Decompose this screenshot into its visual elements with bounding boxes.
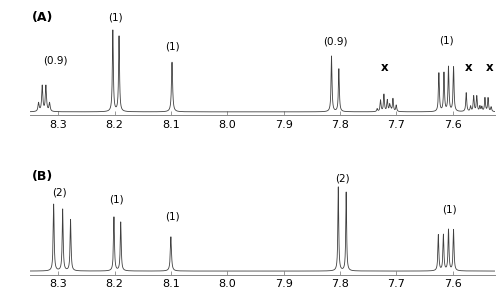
Text: (1): (1) — [164, 211, 180, 221]
Text: (1): (1) — [110, 194, 124, 204]
Text: (2): (2) — [52, 188, 66, 197]
Text: (1): (1) — [164, 41, 180, 51]
Text: (1): (1) — [442, 205, 456, 215]
Text: x: x — [464, 61, 472, 74]
Text: x: x — [486, 61, 493, 74]
Text: (0.9): (0.9) — [323, 37, 347, 47]
Text: (1): (1) — [438, 35, 454, 45]
Text: (0.9): (0.9) — [43, 56, 68, 66]
Text: (B): (B) — [32, 170, 54, 184]
Text: (2): (2) — [336, 174, 350, 184]
Text: (1): (1) — [108, 13, 123, 23]
Text: (A): (A) — [32, 11, 54, 24]
Text: x: x — [382, 61, 389, 74]
